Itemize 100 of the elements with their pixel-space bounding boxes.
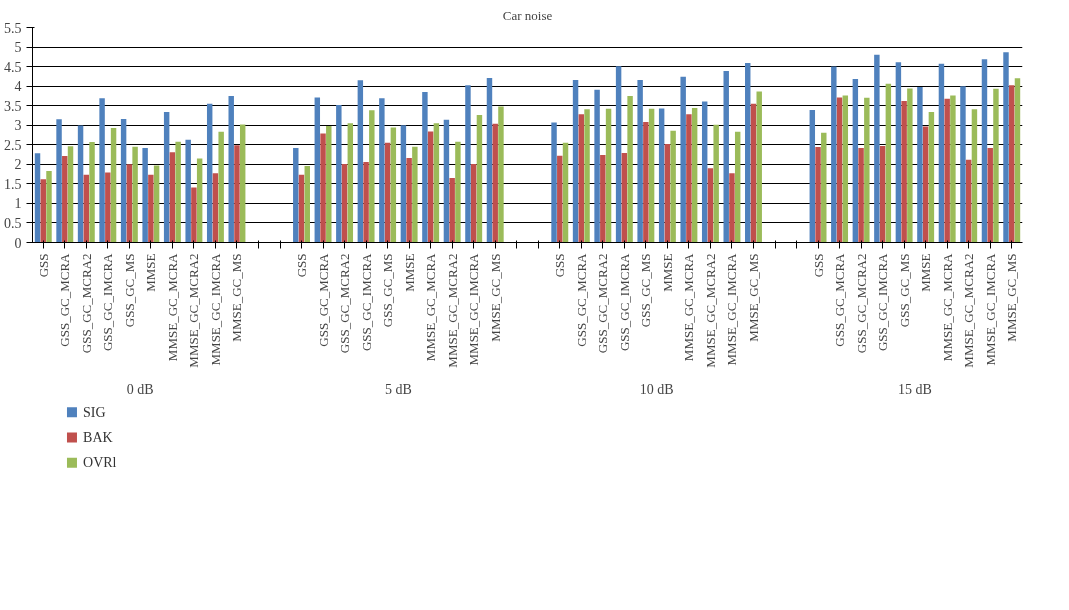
x-tick-label: GSS_GC_MCRA2 <box>78 253 94 354</box>
bar <box>298 174 305 243</box>
bar <box>852 79 859 243</box>
bar <box>621 152 628 243</box>
bar <box>347 123 354 243</box>
bar <box>486 77 493 243</box>
bar <box>965 159 972 243</box>
x-tick-label: GSS_GC_MS <box>896 253 912 328</box>
bar <box>605 108 612 243</box>
bar <box>314 97 321 243</box>
y-tick-label: 1.5 <box>4 176 22 192</box>
bar <box>858 147 864 243</box>
bar <box>691 108 698 243</box>
bar <box>400 125 407 243</box>
bar <box>465 85 471 243</box>
x-tick-label: MMSE <box>659 253 675 292</box>
bar <box>815 147 821 243</box>
bar <box>922 126 929 243</box>
bar <box>960 86 966 243</box>
bar <box>745 63 751 243</box>
bar <box>993 88 999 243</box>
bar <box>831 66 837 243</box>
bar <box>406 158 412 243</box>
bar <box>455 141 461 243</box>
bar <box>729 173 735 243</box>
bar <box>907 88 913 243</box>
x-tick-label: MMSE_GC_MCRA2 <box>444 253 460 368</box>
bar <box>1014 78 1021 243</box>
bar <box>917 86 923 243</box>
y-tick-label: 0.5 <box>4 215 22 231</box>
bar <box>895 62 902 243</box>
legend-label: OVRl <box>83 455 117 471</box>
bar <box>874 54 880 243</box>
bar <box>658 108 665 243</box>
bar <box>379 98 385 243</box>
bar <box>470 163 477 243</box>
bar <box>120 118 127 243</box>
bar <box>950 95 956 243</box>
bar <box>498 106 504 243</box>
bar <box>34 153 41 243</box>
bar <box>412 146 418 243</box>
x-tick-label: GSS_GC_MCRA2 <box>337 253 353 354</box>
bar <box>105 172 111 243</box>
bar <box>864 97 870 243</box>
x-tick-label: GSS <box>35 253 51 278</box>
x-tick-label: GSS_GC_MCRA <box>832 252 848 347</box>
x-tick-label: GSS_GC_MCRA <box>57 252 73 347</box>
legend-label: BAK <box>83 430 113 445</box>
x-tick-label: MMSE_GC_MCRA <box>939 252 955 362</box>
y-tick-label: 4.5 <box>4 59 22 75</box>
bar <box>557 155 563 243</box>
bar <box>304 165 310 243</box>
x-tick-label: MMSE_GC_IMCRA <box>724 252 740 366</box>
bar <box>341 163 348 243</box>
bar <box>987 147 993 243</box>
bar <box>615 66 622 243</box>
x-tick-label: GSS <box>552 253 568 278</box>
bar <box>234 145 240 243</box>
bar <box>551 122 557 243</box>
bar <box>707 168 714 243</box>
bar <box>46 170 52 243</box>
x-tick-label: GSS_GC_IMCRA <box>875 252 891 352</box>
bar <box>196 158 203 243</box>
bar <box>132 146 138 243</box>
bar <box>83 174 90 243</box>
bar <box>384 142 391 243</box>
bar <box>443 119 450 243</box>
x-tick-label: GSS_GC_MS <box>121 253 137 328</box>
text: 0 dB <box>126 381 154 397</box>
bar <box>701 101 708 243</box>
x-tick-label: MMSE_GC_MCRA <box>164 252 180 362</box>
bar <box>212 173 219 243</box>
bar <box>89 142 95 243</box>
bar <box>713 124 719 243</box>
x-tick-label: GSS_GC_MCRA <box>315 252 331 347</box>
y-tick-label: 5 <box>14 40 22 56</box>
bar <box>686 114 692 243</box>
bar <box>357 80 364 243</box>
bar <box>643 122 649 243</box>
bar <box>175 141 181 243</box>
bar <box>648 108 655 243</box>
x-tick-label: GSS_GC_MS <box>638 253 654 328</box>
x-tick-label: MMSE_GC_IMCRA <box>207 252 223 366</box>
x-tick-label: MMSE <box>401 253 417 292</box>
bar <box>185 139 191 243</box>
bar <box>879 145 886 243</box>
chart-title: Car noise <box>502 7 553 23</box>
x-tick-label: MMSE_GC_IMCRA <box>466 252 482 366</box>
y-tick-label: 1 <box>14 196 22 212</box>
bar <box>320 133 326 243</box>
bar <box>572 79 579 243</box>
x-tick-label: GSS_GC_MS <box>380 253 396 328</box>
x-tick-label: MMSE_GC_IMCRA <box>982 252 998 366</box>
bar <box>492 123 498 243</box>
x-tick-label: MMSE_GC_MCRA2 <box>961 253 977 368</box>
y-tick-label: 0 <box>14 235 22 251</box>
bar <box>836 97 843 243</box>
bar <box>1003 52 1009 243</box>
y-tick-label: 3 <box>14 118 22 134</box>
text: 10 dB <box>639 381 674 397</box>
